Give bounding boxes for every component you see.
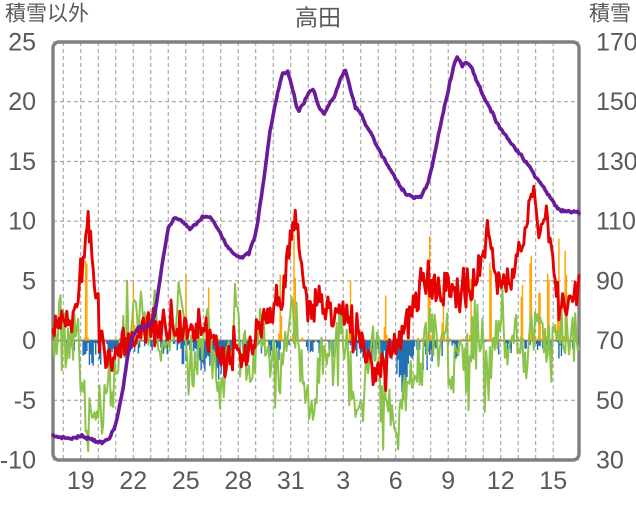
svg-text:5: 5 xyxy=(22,267,36,295)
svg-text:15: 15 xyxy=(539,467,567,495)
svg-text:90: 90 xyxy=(596,267,624,295)
svg-text:12: 12 xyxy=(487,467,515,495)
svg-text:6: 6 xyxy=(389,467,403,495)
svg-text:20: 20 xyxy=(8,88,36,116)
svg-text:30: 30 xyxy=(596,447,624,475)
svg-text:170: 170 xyxy=(596,29,636,57)
svg-text:積雪以外: 積雪以外 xyxy=(5,3,89,26)
svg-text:150: 150 xyxy=(596,88,636,116)
svg-text:130: 130 xyxy=(596,148,636,176)
svg-text:70: 70 xyxy=(596,327,624,355)
svg-text:50: 50 xyxy=(596,387,624,415)
svg-text:高田: 高田 xyxy=(295,5,341,31)
svg-text:25: 25 xyxy=(172,467,200,495)
svg-text:31: 31 xyxy=(277,467,305,495)
svg-text:3: 3 xyxy=(336,467,350,495)
svg-text:積雪: 積雪 xyxy=(589,3,631,26)
svg-text:9: 9 xyxy=(441,467,455,495)
svg-text:110: 110 xyxy=(596,208,636,236)
svg-text:22: 22 xyxy=(119,467,147,495)
svg-text:25: 25 xyxy=(8,29,36,57)
svg-text:10: 10 xyxy=(8,208,36,236)
svg-text:-10: -10 xyxy=(0,447,36,475)
svg-text:19: 19 xyxy=(67,467,95,495)
svg-text:28: 28 xyxy=(224,467,252,495)
svg-text:0: 0 xyxy=(22,327,36,355)
svg-text:-5: -5 xyxy=(14,387,36,415)
svg-text:15: 15 xyxy=(8,148,36,176)
